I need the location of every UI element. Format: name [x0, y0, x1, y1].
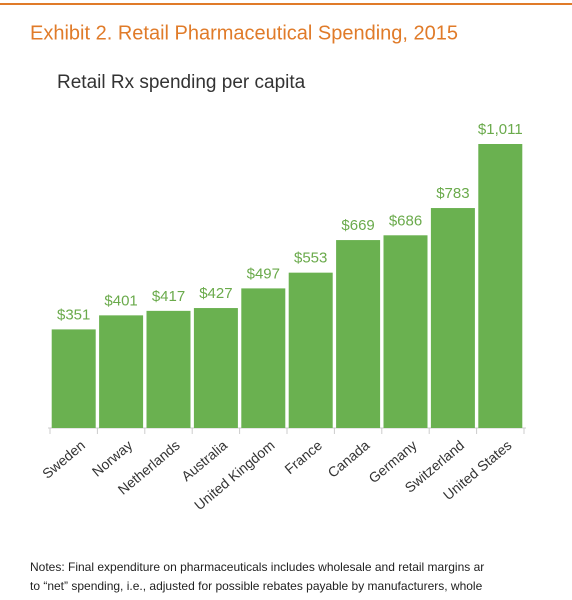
value-label: $417 — [152, 288, 185, 305]
value-label: $351 — [57, 306, 90, 323]
value-label: $497 — [247, 265, 280, 282]
bar — [241, 288, 286, 428]
chart-subtitle: Retail Rx spending per capita — [57, 72, 306, 93]
x-tick-label: France — [281, 437, 325, 477]
value-label: $427 — [199, 285, 232, 302]
value-label: $1,011 — [478, 121, 523, 138]
bar — [146, 310, 191, 428]
value-label: $553 — [294, 250, 327, 267]
bar — [430, 208, 475, 428]
x-tick-label: Sweden — [39, 437, 88, 482]
chart-title: Exhibit 2. Retail Pharmaceutical Spendin… — [30, 22, 458, 44]
bar — [288, 272, 333, 428]
note-line: to “net” spending, i.e., adjusted for po… — [30, 579, 483, 593]
bar — [99, 315, 144, 428]
bar — [478, 144, 523, 428]
bar — [51, 329, 96, 428]
x-tick-label: United Kingdom — [191, 437, 278, 513]
bar — [193, 308, 238, 428]
value-label: $686 — [389, 212, 422, 229]
value-label: $401 — [104, 292, 137, 309]
bar — [383, 235, 428, 428]
value-label: $783 — [436, 185, 469, 202]
value-label: $669 — [341, 217, 374, 234]
bar — [336, 240, 381, 428]
note-line: Notes: Final expenditure on pharmaceutic… — [30, 560, 484, 574]
